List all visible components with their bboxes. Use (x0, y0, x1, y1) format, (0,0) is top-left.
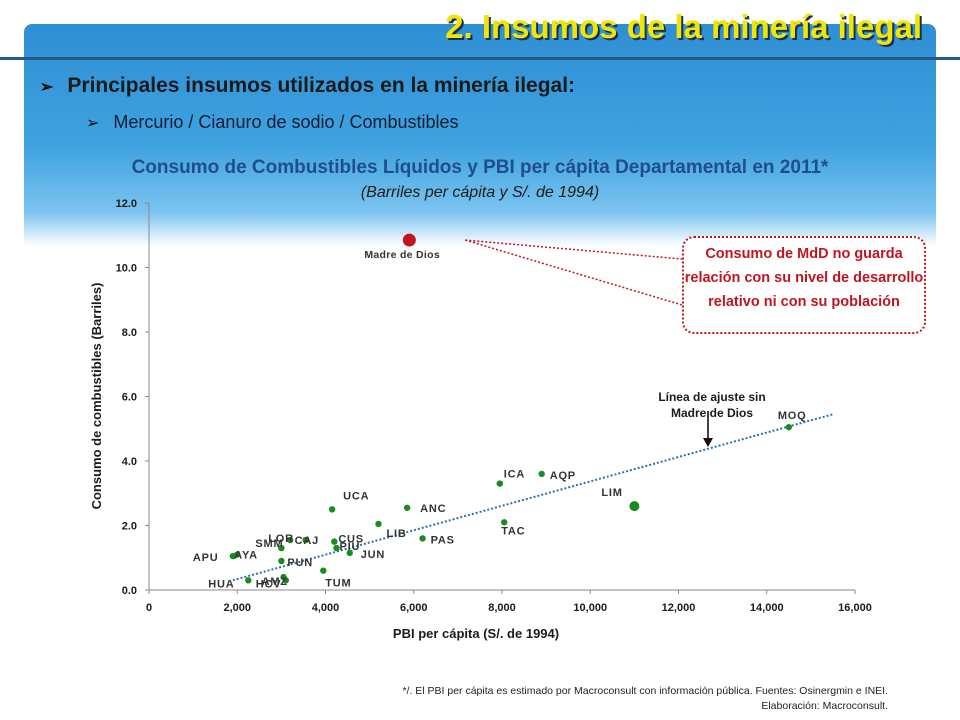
data-point (419, 535, 426, 542)
x-axis-title: PBI per cápita (S/. de 1994) (393, 626, 559, 641)
data-point-label: AMZ (262, 576, 288, 588)
callout-box: Consumo de MdD no guarda relación con su… (682, 236, 926, 334)
x-tick-label: 8,000 (488, 602, 516, 614)
data-point (278, 544, 285, 552)
trendline-layer (232, 413, 834, 582)
x-tick-label: 2,000 (223, 602, 251, 614)
data-point-label: Madre de Dios (364, 249, 440, 261)
data-point-label: TAC (501, 525, 525, 537)
data-point-label: HCV (256, 578, 282, 590)
x-tick-label: 4,000 (312, 602, 340, 614)
data-point (403, 504, 411, 511)
fit-label-arrowhead (703, 438, 713, 447)
data-point (402, 233, 416, 247)
bullet-sub: ➢ Mercurio / Cianuro de sodio / Combustib… (86, 112, 459, 133)
callout-connectors (465, 239, 683, 306)
points-layer (229, 233, 793, 584)
header-banner (24, 24, 936, 246)
chart-title: Consumo de Combustibles Líquidos y PBI p… (131, 157, 829, 178)
bullet-sub-text: Mercurio / Cianuro de sodio / Combustibl… (113, 112, 459, 132)
callout-connector (465, 239, 683, 260)
x-tick-label: 16,000 (838, 602, 872, 614)
data-point-label: APU (193, 552, 219, 564)
data-point-label: LIB (386, 528, 406, 540)
y-tick-label: 10.0 (116, 263, 137, 275)
data-point-label: SMM (255, 538, 283, 550)
data-point-label: ICA (504, 469, 525, 481)
data-point (496, 480, 503, 487)
data-point (328, 506, 336, 513)
data-point (245, 577, 252, 584)
callout-connector (465, 239, 683, 306)
trendline (232, 413, 834, 582)
data-point (331, 538, 338, 545)
data-point-label: PIU (340, 541, 361, 553)
data-point (278, 557, 285, 565)
data-point-label: TUM (325, 578, 351, 590)
x-tick-label: 0 (146, 602, 152, 614)
title-rule (0, 57, 960, 60)
data-point-label: CUS (338, 534, 364, 546)
data-point-label: PUN (287, 557, 313, 569)
y-axis-title: Consumo de combustibles (Barriles) (89, 283, 104, 510)
arrow-bullet-icon: ➢ (40, 79, 54, 96)
data-point-label: ANC (420, 503, 446, 515)
y-tick-label: 2.0 (122, 521, 137, 533)
x-tick-label: 10,000 (573, 602, 607, 614)
data-point-label: HUA (208, 578, 234, 590)
data-point-label: UCA (343, 490, 369, 502)
y-tick-label: 0.0 (122, 585, 137, 597)
data-point-label: LIM (601, 487, 622, 499)
data-point (287, 536, 294, 544)
data-point (629, 501, 640, 512)
data-point-label: CAJ (295, 535, 319, 547)
y-tick-label: 4.0 (122, 456, 137, 468)
data-point (302, 536, 309, 544)
data-point-label: LOR (268, 533, 294, 545)
data-point (785, 423, 793, 431)
data-point-label: PAS (431, 534, 455, 546)
chart-subtitle: (Barriles per cápita y S/. de 1994) (360, 184, 600, 201)
footnote: */. El PBI per cápita es estimado por Ma… (402, 684, 888, 714)
slide-title: 2. Insumos de la minería ilegal (445, 8, 922, 45)
axes: 0.0 2.0 4.0 6.0 8.0 10.0 12.0 0 2,000 4,000 6,000 8… (116, 198, 872, 614)
point-labels-layer: Madre de Dios MOQ LIM AQP ICA TAC ANC PAS LIB UCA… (193, 249, 807, 590)
x-tick-label: 12,000 (662, 602, 696, 614)
footnote-line-1: */. El PBI per cápita es estimado por Ma… (402, 685, 888, 697)
data-point (282, 577, 289, 584)
y-tick-label: 8.0 (122, 327, 137, 339)
data-point (346, 549, 353, 557)
trendline-label: Línea de ajuste sin Madre de Dios (658, 390, 766, 420)
footnote-line-2: Elaboración: Macroconsult. (761, 700, 888, 712)
data-point (320, 567, 327, 574)
x-tick-label: 14,000 (750, 602, 784, 614)
data-point (538, 470, 545, 478)
y-tick-label: 12.0 (116, 198, 137, 210)
data-point-label: AYA (234, 550, 258, 562)
data-point (501, 519, 508, 526)
bullet-main: ➢ Principales insumos utilizados en la mi… (40, 74, 575, 98)
data-point (375, 520, 382, 528)
x-tick-label: 6,000 (400, 602, 428, 614)
bullet-main-text: Principales insumos utilizados en la min… (67, 74, 576, 97)
data-point (229, 552, 237, 560)
y-tick-label: 6.0 (122, 392, 137, 404)
data-point-label: MOQ (778, 410, 807, 422)
data-point (333, 544, 340, 552)
data-point-label: JUN (361, 549, 385, 561)
data-point-label: AQP (550, 470, 576, 482)
arrow-bullet-icon: ➢ (86, 115, 100, 132)
